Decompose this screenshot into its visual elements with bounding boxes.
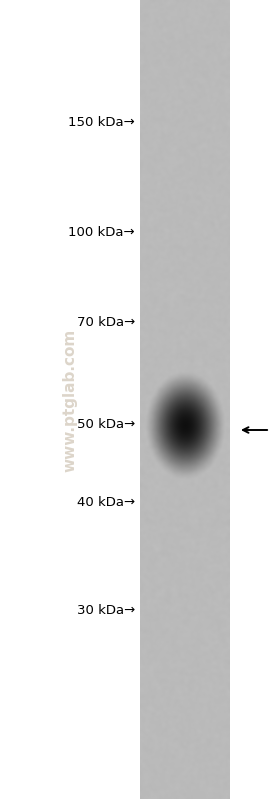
Text: 100 kDa→: 100 kDa→ [68,225,135,238]
Text: 70 kDa→: 70 kDa→ [77,316,135,329]
Text: 150 kDa→: 150 kDa→ [68,116,135,129]
Text: 40 kDa→: 40 kDa→ [77,496,135,510]
Text: www.ptglab.com: www.ptglab.com [62,328,78,471]
Text: 50 kDa→: 50 kDa→ [77,418,135,431]
Text: 30 kDa→: 30 kDa→ [77,603,135,617]
